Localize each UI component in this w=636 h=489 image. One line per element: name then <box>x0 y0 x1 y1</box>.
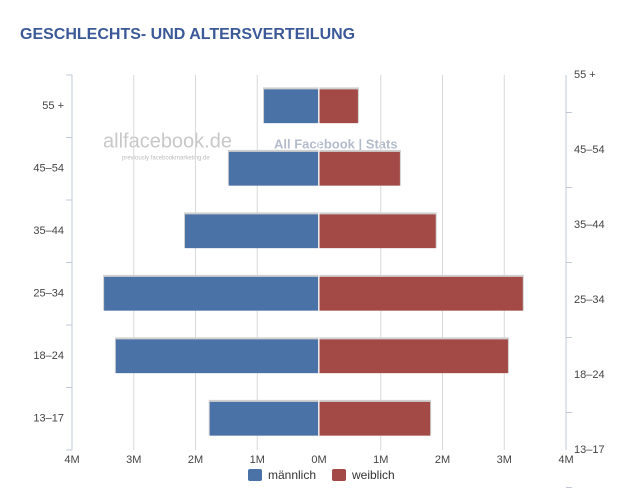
bar <box>264 89 319 124</box>
y-tick-label: 55 + <box>42 100 64 112</box>
bar <box>319 401 431 436</box>
y2-tick-label: 18–24 <box>574 369 605 381</box>
x-tick-label: 1M <box>250 454 265 466</box>
bar <box>185 214 319 249</box>
bar <box>319 151 400 186</box>
y2-tick-label: 35–44 <box>574 219 605 231</box>
x-tick-label: 0M <box>311 454 326 466</box>
x-tick-label: 3M <box>497 454 512 466</box>
x-tick-label: 1M <box>373 454 388 466</box>
legend-swatch <box>332 469 346 481</box>
chart-title: GESCHLECHTS- UND ALTERSVERTEILUNG <box>20 26 355 43</box>
bar <box>115 339 319 374</box>
y2-tick-label: 25–34 <box>574 294 605 306</box>
bar <box>104 276 319 311</box>
watermark-brand: All Facebook | Stats <box>274 136 398 151</box>
legend-label: männlich <box>268 468 316 482</box>
bar <box>228 151 319 186</box>
bar <box>319 276 523 311</box>
legend-label: weiblich <box>351 468 395 482</box>
x-tick-label: 4M <box>64 454 79 466</box>
bar <box>209 401 319 436</box>
bar <box>319 89 358 124</box>
legend-swatch <box>248 469 262 481</box>
x-tick-label: 3M <box>126 454 141 466</box>
y-tick-label: 25–34 <box>33 288 64 300</box>
y-tick-label: 13–17 <box>33 413 64 425</box>
y-tick-label: 35–44 <box>33 225 64 237</box>
y-tick-label: 45–54 <box>33 163 64 175</box>
y2-tick-label: 45–54 <box>574 144 605 156</box>
y2-tick-label: 55 + <box>574 69 596 81</box>
x-tick-label: 2M <box>435 454 450 466</box>
x-tick-label: 2M <box>188 454 203 466</box>
bar <box>319 214 436 249</box>
y2-tick-label: 13–17 <box>574 444 605 456</box>
bar <box>319 339 508 374</box>
watermark-site: allfacebook.de <box>103 130 232 152</box>
y-tick-label: 18–24 <box>33 350 64 362</box>
watermark-sub: previously facebookmarketing.de <box>122 156 210 162</box>
x-tick-label: 4M <box>558 454 573 466</box>
